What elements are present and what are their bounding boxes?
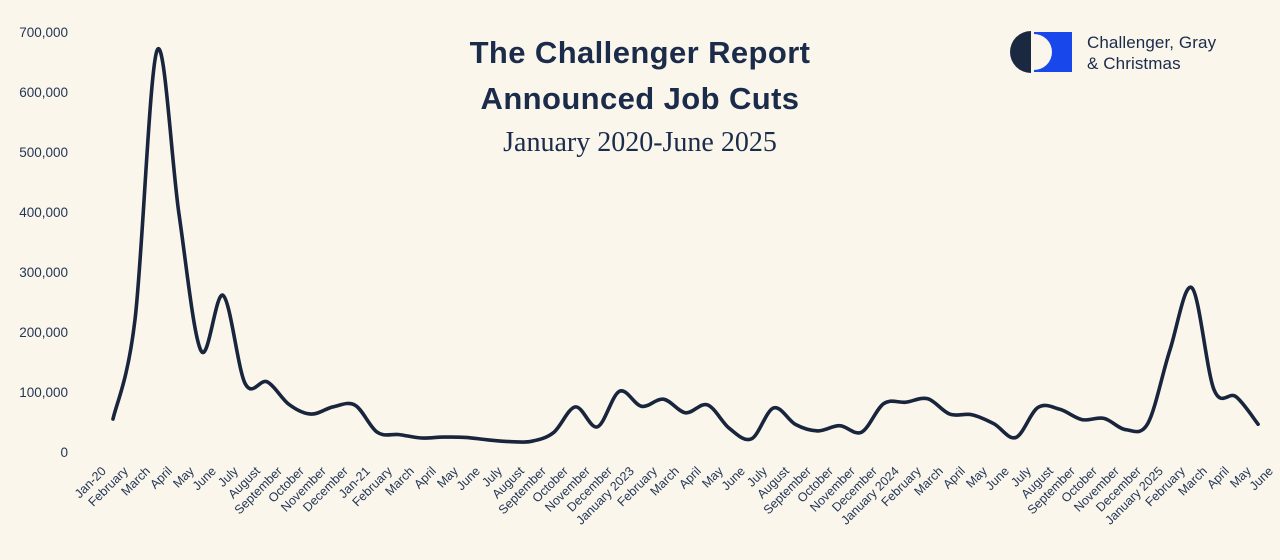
logo-half-circle-white (1034, 34, 1052, 70)
company-logo: Challenger, Gray & Christmas (1010, 31, 1216, 74)
y-tick-label: 100,000 (19, 385, 68, 400)
y-tick-label: 300,000 (19, 265, 68, 280)
y-tick-label: 200,000 (19, 325, 68, 340)
y-tick-label: 0 (60, 445, 68, 460)
y-tick-label: 700,000 (19, 25, 68, 40)
logo-half-circle-navy (1010, 31, 1031, 73)
chart-title-line2: Announced Job Cuts (480, 81, 800, 116)
job-cuts-line (111, 46, 1260, 444)
y-tick-label: 400,000 (19, 205, 68, 220)
logo-text-line2: & Christmas (1087, 54, 1181, 73)
chart-subtitle: January 2020-June 2025 (503, 127, 777, 158)
y-tick-label: 500,000 (19, 145, 68, 160)
logo-blue-square (1034, 32, 1072, 72)
logo-text: Challenger, Gray & Christmas (1087, 31, 1216, 74)
logo-text-line1: Challenger, Gray (1087, 33, 1217, 52)
logo-mark-icon (1010, 31, 1074, 73)
y-tick-label: 600,000 (19, 85, 68, 100)
